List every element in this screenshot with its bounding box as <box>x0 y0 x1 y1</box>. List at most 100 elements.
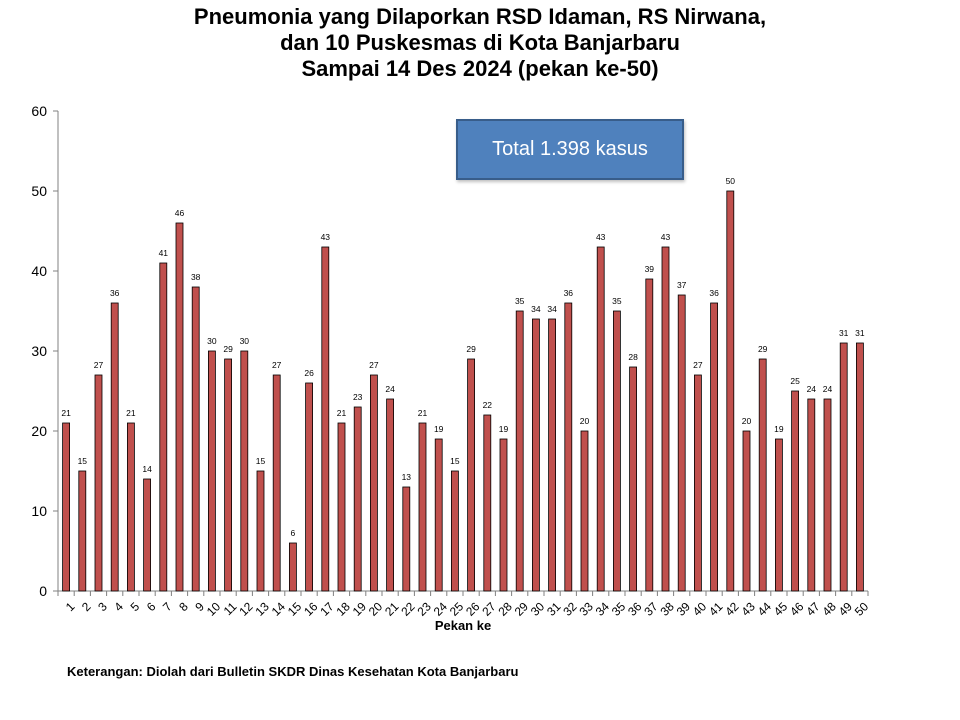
bar <box>127 422 135 592</box>
data-label: 36 <box>110 288 120 298</box>
x-tick-label: 6 <box>144 599 159 614</box>
data-label: 19 <box>434 424 444 434</box>
bar <box>742 430 751 592</box>
bar <box>629 366 637 592</box>
data-label: 20 <box>580 416 590 426</box>
bar <box>791 390 799 592</box>
data-label: 21 <box>418 408 428 418</box>
bar <box>499 438 508 592</box>
bar <box>110 302 119 592</box>
data-label: 46 <box>175 208 185 218</box>
bar <box>353 406 362 592</box>
data-label: 29 <box>466 344 476 354</box>
data-label: 37 <box>677 280 687 290</box>
total-cases-label: Total 1.398 kasus <box>492 138 648 160</box>
title-line-1: Pneumonia yang Dilaporkan RSD Idaman, RS… <box>193 4 767 29</box>
data-label: 15 <box>450 456 460 466</box>
bar <box>175 222 184 592</box>
title-line-2: dan 10 Puskesmas di Kota Banjarbaru <box>280 30 680 55</box>
data-label: 15 <box>78 456 88 466</box>
data-label: 31 <box>855 328 865 338</box>
data-label: 30 <box>240 336 250 346</box>
bar <box>159 262 168 592</box>
data-label: 38 <box>191 272 201 282</box>
bar <box>596 246 605 592</box>
x-tick-label: 7 <box>160 599 175 614</box>
bar <box>564 302 573 592</box>
data-label: 24 <box>807 384 817 394</box>
bar <box>224 358 233 592</box>
x-tick-label: 50 <box>852 599 872 619</box>
data-label: 31 <box>839 328 849 338</box>
data-label: 43 <box>321 232 331 242</box>
bar <box>191 286 200 592</box>
bar <box>758 358 767 592</box>
data-label: 27 <box>693 360 703 370</box>
data-label: 43 <box>596 232 606 242</box>
data-label: 27 <box>369 360 379 370</box>
data-label: 21 <box>61 408 71 418</box>
bar <box>305 382 314 592</box>
bar <box>418 422 427 592</box>
x-tick-label: 1 <box>63 599 78 614</box>
x-tick-label: 5 <box>128 599 143 614</box>
bar <box>613 310 621 592</box>
bar <box>386 398 395 592</box>
data-label: 21 <box>126 408 136 418</box>
bar <box>143 478 152 592</box>
x-tick-label: 8 <box>176 599 191 614</box>
bar <box>694 374 702 592</box>
bar <box>677 294 686 592</box>
bar <box>548 318 556 592</box>
data-label: 41 <box>159 248 169 258</box>
bar <box>256 470 265 592</box>
y-tick-label: 0 <box>39 583 47 599</box>
title-line-3: Sampai 14 Des 2024 (pekan ke-50) <box>301 56 659 81</box>
data-label: 43 <box>661 232 671 242</box>
data-label: 15 <box>256 456 266 466</box>
data-label: 30 <box>207 336 217 346</box>
bar <box>272 374 281 592</box>
bar <box>78 470 87 592</box>
bar <box>483 414 492 592</box>
total-cases-box: Total 1.398 kasus <box>456 119 684 180</box>
bar <box>580 430 589 592</box>
bar <box>823 398 832 592</box>
y-tick-label: 50 <box>31 183 47 199</box>
data-label: 27 <box>272 360 282 370</box>
data-label: 24 <box>385 384 395 394</box>
bar <box>775 438 783 592</box>
data-label: 26 <box>304 368 314 378</box>
bar <box>369 374 378 592</box>
bar <box>450 470 459 592</box>
x-axis-title: Pekan ke <box>435 618 491 633</box>
bar <box>839 342 848 592</box>
data-label: 35 <box>515 296 525 306</box>
x-tick-label: 2 <box>79 599 94 614</box>
data-label: 36 <box>709 288 719 298</box>
y-tick-label: 10 <box>31 503 47 519</box>
data-label: 34 <box>531 304 541 314</box>
footnote: Keterangan: Diolah dari Bulletin SKDR Di… <box>67 664 519 679</box>
bar <box>807 398 816 592</box>
bar <box>288 542 297 592</box>
data-label: 28 <box>628 352 638 362</box>
data-label: 36 <box>564 288 574 298</box>
bar <box>856 342 864 592</box>
y-tick-label: 30 <box>31 343 47 359</box>
x-tick-label: 4 <box>111 599 126 614</box>
bar <box>710 302 718 592</box>
bar <box>515 310 524 592</box>
data-label: 23 <box>353 392 363 402</box>
data-label: 29 <box>758 344 768 354</box>
data-label: 27 <box>94 360 104 370</box>
y-tick-label: 40 <box>31 263 47 279</box>
bar <box>661 246 670 592</box>
bar <box>337 422 346 592</box>
bar <box>321 246 330 592</box>
data-label: 13 <box>402 472 412 482</box>
bar <box>62 422 70 592</box>
data-label: 19 <box>499 424 509 434</box>
y-tick-label: 60 <box>31 103 47 119</box>
